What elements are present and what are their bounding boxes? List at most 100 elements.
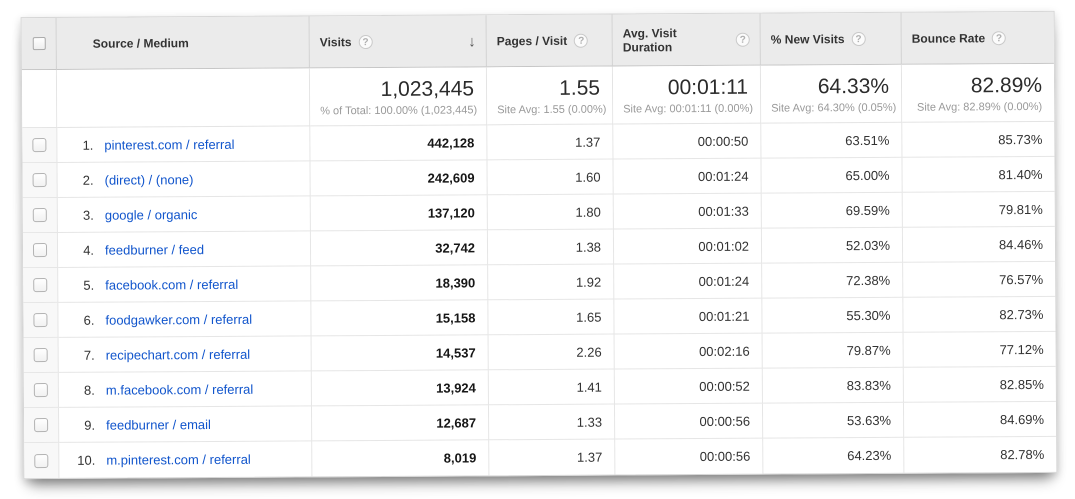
source-medium-link[interactable]: recipechart.com / referral xyxy=(105,346,251,363)
avg-visit-duration-value: 00:01:24 xyxy=(613,158,762,195)
row-checkbox[interactable] xyxy=(32,173,47,188)
source-medium-cell: 3. google / organic xyxy=(57,196,311,234)
row-rank: 5. xyxy=(83,277,95,293)
avg-visit-duration-value: 00:01:24 xyxy=(614,263,763,300)
source-medium-link[interactable]: m.facebook.com / referral xyxy=(105,381,254,398)
row-checkbox-cell[interactable] xyxy=(23,338,59,374)
bounce-rate-value: 79.81% xyxy=(902,192,1055,229)
source-medium-link[interactable]: m.pinterest.com / referral xyxy=(106,452,251,468)
select-all-cell[interactable] xyxy=(21,17,57,71)
visits-value: 12,687 xyxy=(311,405,490,442)
table-row: 10. m.pinterest.com / referral 8,019 1.3… xyxy=(24,437,1056,479)
new-visits-value: 83.83% xyxy=(762,368,904,404)
new-visits-value: 79.87% xyxy=(762,333,904,369)
row-checkbox[interactable] xyxy=(32,208,47,223)
source-medium-cell: 1. pinterest.com / referral xyxy=(57,126,311,164)
source-medium-report-table: Source / Medium Visits ? ↓ Pages / Visit… xyxy=(20,10,1058,480)
table-summary-row: 1,023,445 % of Total: 100.00% (1,023,445… xyxy=(21,63,1055,129)
help-icon[interactable]: ? xyxy=(574,33,589,48)
row-checkbox[interactable] xyxy=(33,278,48,293)
bounce-rate-value: 82.78% xyxy=(1000,447,1045,463)
new-visits-value: 52.03% xyxy=(761,228,904,264)
summary-visits-note: % of Total: 100.00% (1,023,445) xyxy=(320,104,478,118)
column-header-bounce-rate[interactable]: Bounce Rate ? xyxy=(901,11,1054,65)
source-medium-link[interactable]: pinterest.com / referral xyxy=(104,136,235,153)
source-medium-cell: 6. foodgawker.com / referral xyxy=(58,301,312,339)
row-checkbox-cell[interactable] xyxy=(22,128,58,164)
row-checkbox[interactable] xyxy=(33,348,48,363)
pages-visit-value: 1.65 xyxy=(488,299,615,336)
pages-visit-value: 1.80 xyxy=(487,194,614,231)
row-checkbox-cell[interactable] xyxy=(23,373,59,409)
row-checkbox-cell[interactable] xyxy=(23,408,60,444)
new-visits-value: 64.23% xyxy=(763,438,905,474)
summary-pages-visit: 1.55 Site Avg: 1.55 (0.00%) xyxy=(486,66,614,126)
help-icon[interactable]: ? xyxy=(992,31,1007,46)
summary-pages-total: 1.55 xyxy=(559,76,601,100)
row-rank: 6. xyxy=(83,312,95,328)
source-medium-link[interactable]: foodgawker.com / referral xyxy=(105,311,253,328)
row-checkbox[interactable] xyxy=(34,418,49,433)
source-medium-link[interactable]: facebook.com / referral xyxy=(105,276,239,293)
new-visits-value: 72.38% xyxy=(762,263,904,299)
source-medium-cell: 10. m.pinterest.com / referral xyxy=(59,441,313,479)
summary-new-visits-total: 64.33% xyxy=(817,74,890,99)
row-checkbox-cell[interactable] xyxy=(22,233,59,269)
pages-visit-value: 1.60 xyxy=(487,159,614,196)
visits-value: 15,158 xyxy=(311,300,489,337)
avg-visit-duration-value: 00:00:56 xyxy=(615,438,764,475)
column-header-label: % New Visits xyxy=(770,32,845,47)
new-visits-value: 65.00% xyxy=(761,158,903,194)
source-medium-cell: 2. (direct) / (none) xyxy=(57,161,311,199)
source-medium-cell: 8. m.facebook.com / referral xyxy=(58,371,312,409)
row-checkbox[interactable] xyxy=(34,453,49,468)
visits-value: 18,390 xyxy=(311,265,489,302)
column-header-label: Bounce Rate xyxy=(911,31,986,46)
summary-bounce-note: Site Avg: 82.89% (0.00%) xyxy=(916,101,1043,114)
help-icon[interactable]: ? xyxy=(851,32,866,47)
row-checkbox-cell[interactable] xyxy=(23,303,59,339)
source-medium-link[interactable]: feedburner / email xyxy=(106,416,211,433)
pages-visit-value: 1.92 xyxy=(488,264,615,301)
column-header-pages-visit[interactable]: Pages / Visit ? xyxy=(486,14,613,68)
row-rank: 9. xyxy=(84,417,96,433)
visits-value: 8,019 xyxy=(312,440,490,477)
row-checkbox[interactable] xyxy=(32,243,48,258)
help-icon[interactable]: ? xyxy=(358,35,373,50)
avg-visit-duration-value: 00:00:52 xyxy=(614,368,763,405)
source-medium-link[interactable]: (direct) / (none) xyxy=(104,171,194,188)
summary-bounce-rate: 82.89% Site Avg: 82.89% (0.00%) xyxy=(901,63,1055,124)
bounce-rate-value: 85.73% xyxy=(902,122,1055,159)
row-checkbox[interactable] xyxy=(33,383,48,398)
column-header-label: Avg. Visit Duration xyxy=(622,26,677,55)
table-body: 1. pinterest.com / referral 442,128 1.37… xyxy=(22,122,1057,479)
summary-bounce-total: 82.89% xyxy=(970,73,1043,98)
source-medium-link[interactable]: feedburner / feed xyxy=(104,241,205,258)
sort-descending-icon[interactable]: ↓ xyxy=(468,32,476,50)
visits-value: 13,924 xyxy=(311,370,489,407)
help-icon[interactable]: ? xyxy=(735,32,750,47)
visits-value: 137,120 xyxy=(310,195,488,232)
bounce-rate-value: 84.46% xyxy=(902,227,1056,264)
row-checkbox[interactable] xyxy=(32,138,47,153)
avg-visit-duration-value: 00:00:50 xyxy=(613,123,762,160)
row-checkbox-cell[interactable] xyxy=(24,443,60,479)
select-all-checkbox[interactable] xyxy=(32,37,46,51)
bounce-rate-value: 84.69% xyxy=(903,402,1057,439)
summary-visits-total: 1,023,445 xyxy=(380,77,475,101)
bounce-rate-value: 82.85% xyxy=(903,367,1056,404)
column-header-visits[interactable]: Visits ? ↓ xyxy=(309,15,487,69)
pages-visit-value: 1.33 xyxy=(488,404,616,441)
column-header-label: Visits xyxy=(319,35,352,50)
row-rank: 1. xyxy=(82,137,94,153)
row-checkbox[interactable] xyxy=(33,313,48,328)
row-checkbox-cell[interactable] xyxy=(22,163,58,199)
row-rank: 10. xyxy=(77,452,96,469)
row-checkbox-cell[interactable] xyxy=(23,268,59,304)
column-header-new-visits[interactable]: % New Visits ? xyxy=(760,12,902,66)
column-header-source-medium[interactable]: Source / Medium xyxy=(56,16,310,70)
column-header-avg-visit-duration[interactable]: Avg. Visit Duration ? xyxy=(612,13,761,67)
source-medium-link[interactable]: google / organic xyxy=(104,206,198,223)
bounce-rate-value: 81.40% xyxy=(902,157,1055,194)
row-checkbox-cell[interactable] xyxy=(22,198,58,234)
